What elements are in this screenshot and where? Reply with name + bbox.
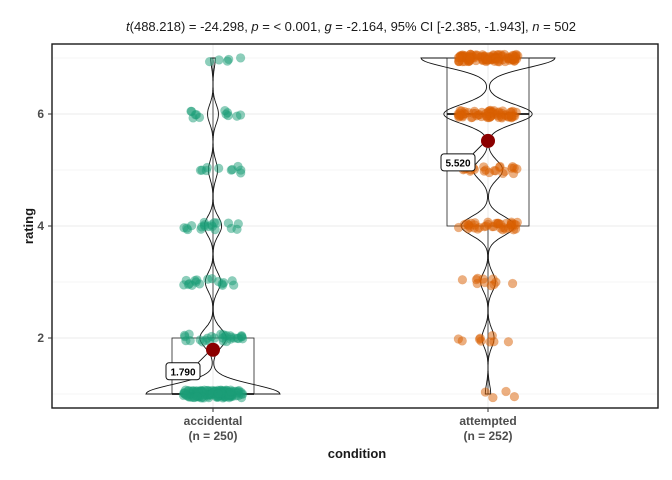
data-point <box>511 220 521 230</box>
subtitle-part: = -2.164, 95% CI [-2.385, -1.943], <box>332 19 533 34</box>
y-axis-title: rating <box>21 208 36 244</box>
mean-label: 1.790 <box>170 367 195 378</box>
data-point <box>180 385 191 395</box>
x-tick-label: accidental <box>184 414 243 428</box>
data-point <box>500 166 510 177</box>
data-point <box>457 336 467 346</box>
data-point <box>179 280 189 290</box>
data-point <box>489 337 499 347</box>
chart-subtitle: t(488.218) = -24.298, p = < 0.001, g = -… <box>126 19 576 34</box>
group-attempted: 5.520 <box>420 49 556 403</box>
data-point <box>201 335 211 345</box>
data-point <box>472 50 482 60</box>
subtitle-part: t <box>126 19 131 34</box>
mean-label-box <box>440 153 476 172</box>
data-point <box>481 111 491 122</box>
x-tick-sample-size: (n = 250) <box>188 429 237 443</box>
x-tick-label: attempted <box>459 414 516 428</box>
data-point <box>508 50 518 60</box>
data-point <box>226 387 236 397</box>
y-tick-label: 6 <box>37 107 44 121</box>
data-point <box>509 392 520 402</box>
data-point <box>192 391 202 402</box>
data-point <box>457 275 468 285</box>
data-point <box>486 281 496 291</box>
x-axis: accidental(n = 250) attempted(n = 252) <box>184 408 517 443</box>
subtitle-part: g <box>324 19 332 34</box>
data-point <box>223 218 234 228</box>
data-point <box>204 56 215 67</box>
data-point <box>497 113 507 123</box>
data-point <box>207 274 217 284</box>
data-point <box>453 222 464 233</box>
data-point <box>186 221 197 231</box>
mean-label-box <box>165 362 201 381</box>
mean-point <box>481 133 495 148</box>
subtitle-part: n <box>532 19 539 34</box>
data-point <box>233 219 244 229</box>
data-point <box>219 278 229 288</box>
data-point <box>474 334 485 344</box>
subtitle-part: = < 0.001, <box>259 19 325 34</box>
data-point <box>192 275 202 285</box>
data-point <box>493 56 503 67</box>
subtitle-part: (488.218) = -24.298, <box>130 19 252 34</box>
x-axis-title: condition <box>328 446 387 461</box>
data-point <box>214 55 224 65</box>
data-point <box>200 221 210 231</box>
data-point <box>220 105 230 116</box>
data-point <box>488 392 498 403</box>
data-point <box>472 278 482 289</box>
data-point <box>185 336 195 346</box>
data-point <box>222 56 233 66</box>
data-point <box>454 112 464 122</box>
data-point <box>190 110 201 120</box>
data-point <box>195 165 206 176</box>
data-point <box>453 52 464 63</box>
mean-point <box>206 342 220 357</box>
data-point <box>507 278 518 289</box>
data-point <box>216 329 226 339</box>
data-point <box>480 387 491 397</box>
data-point <box>221 336 232 347</box>
data-point <box>479 166 489 176</box>
data-point <box>179 330 190 340</box>
y-tick-label: 2 <box>37 331 44 345</box>
data-point <box>235 110 246 120</box>
x-tick-sample-size: (n = 252) <box>463 429 512 443</box>
subtitle-part: p <box>250 19 258 34</box>
data-point <box>474 222 484 233</box>
data-point <box>214 163 224 174</box>
data-point <box>509 163 519 173</box>
y-tick-label: 4 <box>37 219 44 233</box>
data-point <box>501 386 511 397</box>
grid-lines <box>52 44 658 408</box>
subtitle-part: = 502 <box>539 19 576 34</box>
y-axis: 2 4 6 <box>37 107 52 345</box>
mean-label: 5.520 <box>445 158 470 169</box>
data-point <box>503 337 514 347</box>
data-point <box>233 333 244 344</box>
data-point <box>227 276 237 286</box>
data-point <box>212 218 222 228</box>
data-point <box>463 220 474 230</box>
data-point <box>236 168 246 178</box>
data-point <box>235 53 246 63</box>
data-point <box>495 219 506 229</box>
data-point <box>465 54 475 64</box>
data-point <box>482 55 492 65</box>
group-accidental: 1.790 <box>145 53 281 403</box>
data-point <box>213 388 223 399</box>
plot-area: 1.790 5.520 <box>145 49 556 403</box>
